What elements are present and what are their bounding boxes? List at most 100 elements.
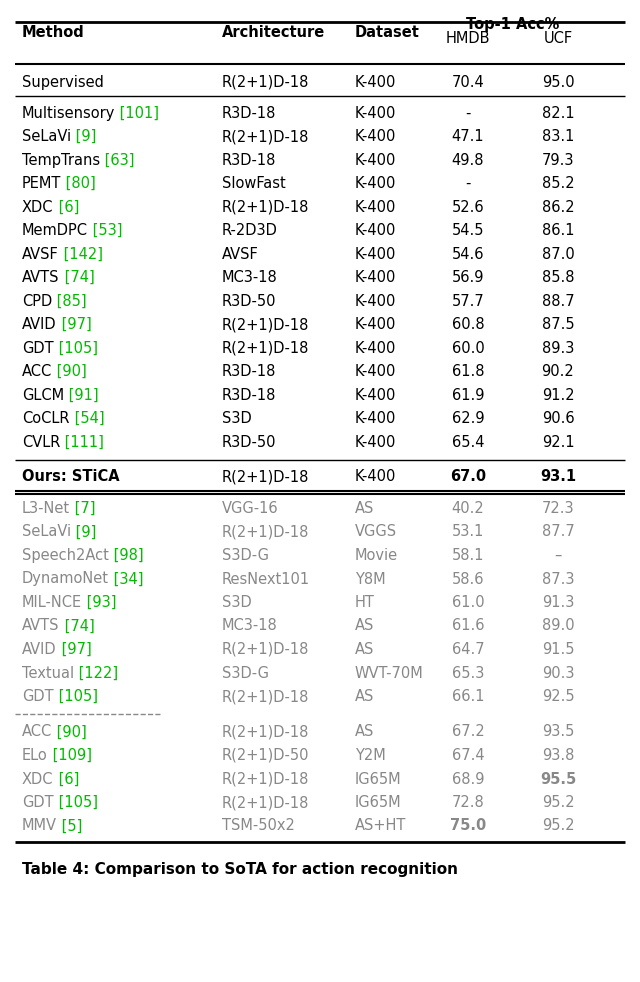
Text: [6]: [6]	[54, 772, 79, 787]
Text: [6]: [6]	[54, 199, 79, 214]
Text: [101]: [101]	[115, 105, 159, 121]
Text: 60.0: 60.0	[452, 341, 484, 355]
Text: K-400: K-400	[355, 223, 396, 238]
Text: 89.0: 89.0	[541, 619, 574, 633]
Text: –: –	[554, 548, 562, 563]
Text: 56.9: 56.9	[452, 270, 484, 285]
Text: K-400: K-400	[355, 434, 396, 450]
Text: Method: Method	[22, 25, 84, 39]
Text: 91.5: 91.5	[541, 642, 574, 657]
Text: R(2+1)D-18: R(2+1)D-18	[222, 725, 309, 739]
Text: AS: AS	[355, 501, 374, 516]
Text: R(2+1)D-18: R(2+1)D-18	[222, 689, 309, 704]
Text: MMV: MMV	[22, 819, 57, 834]
Text: R3D-18: R3D-18	[222, 388, 276, 403]
Text: [109]: [109]	[48, 748, 92, 763]
Text: VGGS: VGGS	[355, 524, 397, 539]
Text: 90.6: 90.6	[541, 411, 574, 426]
Text: MIL-NCE: MIL-NCE	[22, 595, 82, 610]
Text: [34]: [34]	[109, 572, 143, 586]
Text: 79.3: 79.3	[541, 152, 574, 168]
Text: Table 4: Comparison to SoTA for action recognition: Table 4: Comparison to SoTA for action r…	[22, 862, 458, 877]
Text: [98]: [98]	[109, 548, 143, 563]
Text: 58.1: 58.1	[452, 548, 484, 563]
Text: 64.7: 64.7	[452, 642, 484, 657]
Text: AS: AS	[355, 725, 374, 739]
Text: R(2+1)D-18: R(2+1)D-18	[222, 642, 309, 657]
Text: [97]: [97]	[56, 642, 92, 657]
Text: K-400: K-400	[355, 199, 396, 214]
Text: AVTS: AVTS	[22, 270, 60, 285]
Text: SeLaVi: SeLaVi	[22, 129, 71, 144]
Text: K-400: K-400	[355, 364, 396, 379]
Text: CPD: CPD	[22, 294, 52, 308]
Text: AVSF: AVSF	[22, 246, 59, 261]
Text: [7]: [7]	[70, 501, 95, 516]
Text: 88.7: 88.7	[541, 294, 574, 308]
Text: XDC: XDC	[22, 199, 54, 214]
Text: [63]: [63]	[100, 152, 134, 168]
Text: R(2+1)D-18: R(2+1)D-18	[222, 795, 309, 810]
Text: Ours: STiCA: Ours: STiCA	[22, 469, 120, 484]
Text: 93.8: 93.8	[542, 748, 574, 763]
Text: AVID: AVID	[22, 642, 56, 657]
Text: ResNext101: ResNext101	[222, 572, 310, 586]
Text: 72.8: 72.8	[452, 795, 484, 810]
Text: R3D-18: R3D-18	[222, 152, 276, 168]
Text: 86.2: 86.2	[541, 199, 574, 214]
Text: R(2+1)D-50: R(2+1)D-50	[222, 748, 310, 763]
Text: 86.1: 86.1	[541, 223, 574, 238]
Text: [105]: [105]	[54, 795, 98, 810]
Text: 47.1: 47.1	[452, 129, 484, 144]
Text: 65.3: 65.3	[452, 666, 484, 681]
Text: AVID: AVID	[22, 317, 56, 332]
Text: R-2D3D: R-2D3D	[222, 223, 278, 238]
Text: TempTrans: TempTrans	[22, 152, 100, 168]
Text: K-400: K-400	[355, 411, 396, 426]
Text: S3D-G: S3D-G	[222, 666, 269, 681]
Text: K-400: K-400	[355, 317, 396, 332]
Text: 82.1: 82.1	[541, 105, 574, 121]
Text: [9]: [9]	[71, 129, 97, 144]
Text: GDT: GDT	[22, 341, 54, 355]
Text: [142]: [142]	[59, 246, 103, 261]
Text: SeLaVi: SeLaVi	[22, 524, 71, 539]
Text: [80]: [80]	[61, 176, 96, 191]
Text: [105]: [105]	[54, 689, 98, 704]
Text: Architecture: Architecture	[222, 25, 325, 39]
Text: AS+HT: AS+HT	[355, 819, 406, 834]
Text: R(2+1)D-18: R(2+1)D-18	[222, 341, 309, 355]
Text: 65.4: 65.4	[452, 434, 484, 450]
Text: Speech2Act: Speech2Act	[22, 548, 109, 563]
Text: K-400: K-400	[355, 294, 396, 308]
Text: 53.1: 53.1	[452, 524, 484, 539]
Text: 70.4: 70.4	[452, 75, 484, 89]
Text: AVSF: AVSF	[222, 246, 259, 261]
Text: Textual: Textual	[22, 666, 74, 681]
Text: TSM-50x2: TSM-50x2	[222, 819, 295, 834]
Text: R3D-50: R3D-50	[222, 294, 276, 308]
Text: [85]: [85]	[52, 294, 87, 308]
Text: 95.5: 95.5	[540, 772, 576, 787]
Text: GDT: GDT	[22, 795, 54, 810]
Text: GLCM: GLCM	[22, 388, 64, 403]
Text: 49.8: 49.8	[452, 152, 484, 168]
Text: [90]: [90]	[52, 364, 87, 379]
Text: 67.2: 67.2	[452, 725, 484, 739]
Text: IG65M: IG65M	[355, 795, 402, 810]
Text: SlowFast: SlowFast	[222, 176, 285, 191]
Text: Top-1 Acc%: Top-1 Acc%	[467, 17, 560, 31]
Text: [91]: [91]	[64, 388, 99, 403]
Text: [74]: [74]	[60, 619, 94, 633]
Text: [54]: [54]	[70, 411, 104, 426]
Text: 66.1: 66.1	[452, 689, 484, 704]
Text: 87.5: 87.5	[541, 317, 574, 332]
Text: R3D-18: R3D-18	[222, 105, 276, 121]
Text: R(2+1)D-18: R(2+1)D-18	[222, 469, 309, 484]
Text: K-400: K-400	[355, 270, 396, 285]
Text: K-400: K-400	[355, 152, 396, 168]
Text: 85.2: 85.2	[541, 176, 574, 191]
Text: 61.0: 61.0	[452, 595, 484, 610]
Text: R3D-50: R3D-50	[222, 434, 276, 450]
Text: AS: AS	[355, 689, 374, 704]
